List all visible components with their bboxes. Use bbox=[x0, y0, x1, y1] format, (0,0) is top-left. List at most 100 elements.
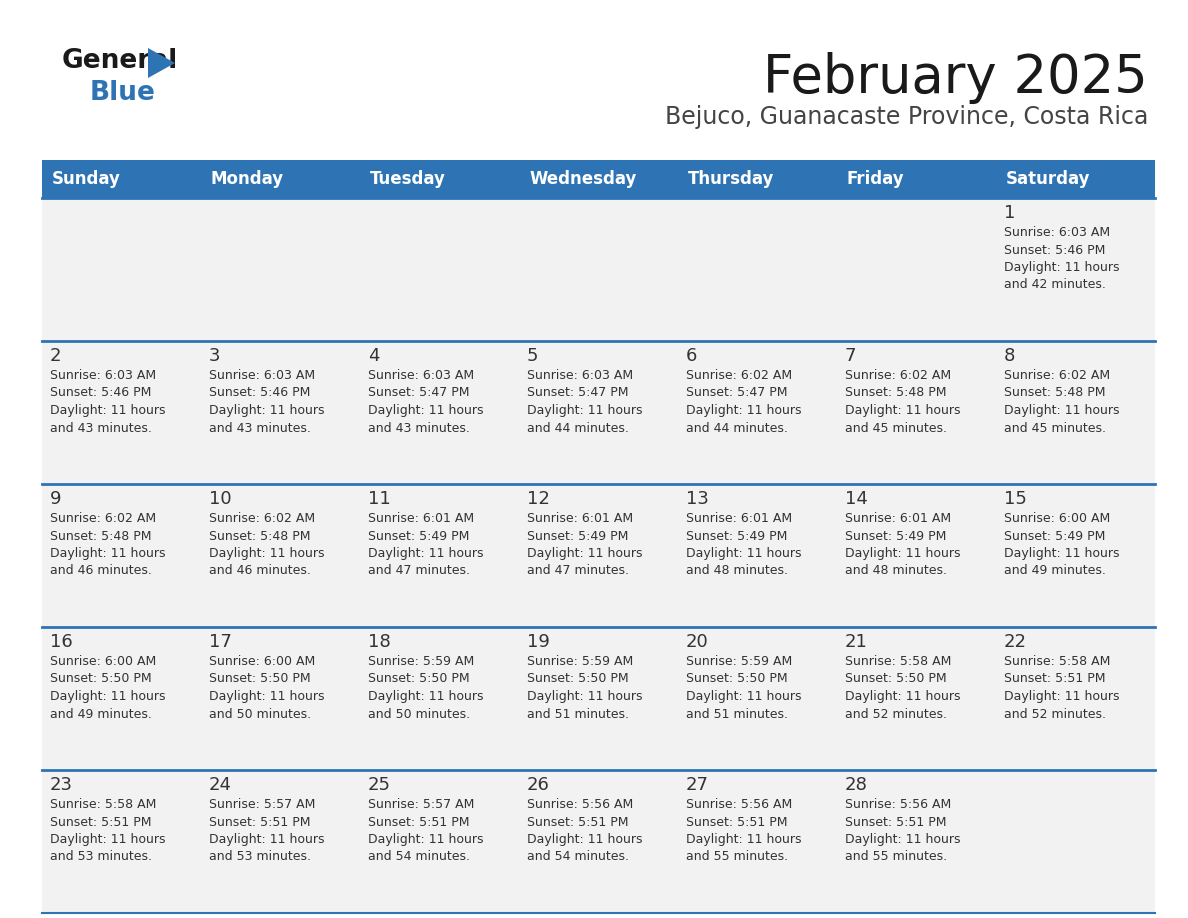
Text: 26: 26 bbox=[527, 776, 550, 794]
Text: Monday: Monday bbox=[211, 170, 284, 188]
Text: Friday: Friday bbox=[847, 170, 904, 188]
Text: Sunset: 5:49 PM: Sunset: 5:49 PM bbox=[685, 530, 788, 543]
Text: 3: 3 bbox=[209, 347, 221, 365]
Text: 18: 18 bbox=[368, 633, 391, 651]
Text: Daylight: 11 hours: Daylight: 11 hours bbox=[368, 547, 484, 560]
Text: Daylight: 11 hours: Daylight: 11 hours bbox=[50, 547, 165, 560]
Text: 19: 19 bbox=[527, 633, 550, 651]
Text: Sunset: 5:50 PM: Sunset: 5:50 PM bbox=[845, 673, 947, 686]
Text: 12: 12 bbox=[527, 490, 550, 508]
Text: Daylight: 11 hours: Daylight: 11 hours bbox=[209, 404, 324, 417]
Text: Daylight: 11 hours: Daylight: 11 hours bbox=[209, 833, 324, 846]
Text: 9: 9 bbox=[50, 490, 62, 508]
Text: 15: 15 bbox=[1004, 490, 1026, 508]
Text: 13: 13 bbox=[685, 490, 709, 508]
Text: Sunrise: 6:01 AM: Sunrise: 6:01 AM bbox=[845, 512, 952, 525]
Text: Sunset: 5:47 PM: Sunset: 5:47 PM bbox=[527, 386, 628, 399]
Text: and 55 minutes.: and 55 minutes. bbox=[685, 850, 788, 864]
Text: Sunrise: 5:58 AM: Sunrise: 5:58 AM bbox=[1004, 655, 1111, 668]
Text: Sunrise: 6:02 AM: Sunrise: 6:02 AM bbox=[845, 369, 952, 382]
Text: Wednesday: Wednesday bbox=[529, 170, 637, 188]
Polygon shape bbox=[148, 48, 175, 78]
Text: Sunset: 5:47 PM: Sunset: 5:47 PM bbox=[368, 386, 469, 399]
Text: February 2025: February 2025 bbox=[763, 52, 1148, 104]
Text: Sunrise: 6:00 AM: Sunrise: 6:00 AM bbox=[50, 655, 157, 668]
Text: Sunset: 5:51 PM: Sunset: 5:51 PM bbox=[845, 815, 947, 829]
Text: 28: 28 bbox=[845, 776, 868, 794]
Text: Sunset: 5:51 PM: Sunset: 5:51 PM bbox=[527, 815, 628, 829]
Text: Sunset: 5:51 PM: Sunset: 5:51 PM bbox=[209, 815, 310, 829]
Text: Daylight: 11 hours: Daylight: 11 hours bbox=[50, 404, 165, 417]
Text: Daylight: 11 hours: Daylight: 11 hours bbox=[1004, 404, 1119, 417]
Text: Sunrise: 6:03 AM: Sunrise: 6:03 AM bbox=[50, 369, 156, 382]
Text: and 48 minutes.: and 48 minutes. bbox=[845, 565, 947, 577]
Text: 7: 7 bbox=[845, 347, 857, 365]
Text: Daylight: 11 hours: Daylight: 11 hours bbox=[685, 404, 802, 417]
Text: Sunrise: 6:01 AM: Sunrise: 6:01 AM bbox=[685, 512, 792, 525]
Text: Sunrise: 6:03 AM: Sunrise: 6:03 AM bbox=[527, 369, 633, 382]
Text: Daylight: 11 hours: Daylight: 11 hours bbox=[527, 833, 643, 846]
Text: and 51 minutes.: and 51 minutes. bbox=[527, 708, 628, 721]
Text: 1: 1 bbox=[1004, 204, 1016, 222]
Bar bbox=[42, 341, 1155, 484]
Text: Sunset: 5:48 PM: Sunset: 5:48 PM bbox=[845, 386, 947, 399]
Text: Daylight: 11 hours: Daylight: 11 hours bbox=[845, 547, 961, 560]
Text: and 47 minutes.: and 47 minutes. bbox=[527, 565, 628, 577]
Text: and 45 minutes.: and 45 minutes. bbox=[1004, 421, 1106, 434]
Text: 14: 14 bbox=[845, 490, 868, 508]
Text: and 47 minutes.: and 47 minutes. bbox=[368, 565, 470, 577]
Text: 23: 23 bbox=[50, 776, 72, 794]
Text: Sunset: 5:49 PM: Sunset: 5:49 PM bbox=[1004, 530, 1105, 543]
Text: Daylight: 11 hours: Daylight: 11 hours bbox=[845, 833, 961, 846]
Text: and 51 minutes.: and 51 minutes. bbox=[685, 708, 788, 721]
Text: Sunset: 5:49 PM: Sunset: 5:49 PM bbox=[527, 530, 628, 543]
Text: Daylight: 11 hours: Daylight: 11 hours bbox=[209, 690, 324, 703]
Text: 20: 20 bbox=[685, 633, 709, 651]
Text: Sunrise: 5:56 AM: Sunrise: 5:56 AM bbox=[845, 798, 952, 811]
Text: Sunrise: 6:02 AM: Sunrise: 6:02 AM bbox=[1004, 369, 1110, 382]
Text: Daylight: 11 hours: Daylight: 11 hours bbox=[845, 690, 961, 703]
Text: 8: 8 bbox=[1004, 347, 1016, 365]
Text: Sunset: 5:46 PM: Sunset: 5:46 PM bbox=[50, 386, 151, 399]
Text: Sunrise: 6:03 AM: Sunrise: 6:03 AM bbox=[1004, 226, 1110, 239]
Text: and 42 minutes.: and 42 minutes. bbox=[1004, 278, 1106, 292]
Text: Sunset: 5:46 PM: Sunset: 5:46 PM bbox=[1004, 243, 1105, 256]
Text: Sunrise: 6:00 AM: Sunrise: 6:00 AM bbox=[1004, 512, 1111, 525]
Text: and 43 minutes.: and 43 minutes. bbox=[50, 421, 152, 434]
Text: and 44 minutes.: and 44 minutes. bbox=[685, 421, 788, 434]
Text: and 50 minutes.: and 50 minutes. bbox=[368, 708, 470, 721]
Text: 25: 25 bbox=[368, 776, 391, 794]
Text: 22: 22 bbox=[1004, 633, 1026, 651]
Text: and 43 minutes.: and 43 minutes. bbox=[368, 421, 470, 434]
Text: Sunrise: 6:01 AM: Sunrise: 6:01 AM bbox=[368, 512, 474, 525]
Text: and 46 minutes.: and 46 minutes. bbox=[50, 565, 152, 577]
Text: 27: 27 bbox=[685, 776, 709, 794]
Text: Sunset: 5:47 PM: Sunset: 5:47 PM bbox=[685, 386, 788, 399]
Text: 4: 4 bbox=[368, 347, 379, 365]
Text: Daylight: 11 hours: Daylight: 11 hours bbox=[1004, 261, 1119, 274]
Text: Sunrise: 6:03 AM: Sunrise: 6:03 AM bbox=[209, 369, 315, 382]
Text: Daylight: 11 hours: Daylight: 11 hours bbox=[1004, 547, 1119, 560]
Text: Daylight: 11 hours: Daylight: 11 hours bbox=[1004, 690, 1119, 703]
Text: Sunrise: 6:01 AM: Sunrise: 6:01 AM bbox=[527, 512, 633, 525]
Text: Daylight: 11 hours: Daylight: 11 hours bbox=[368, 404, 484, 417]
Bar bbox=[42, 198, 1155, 341]
Text: Sunrise: 5:58 AM: Sunrise: 5:58 AM bbox=[50, 798, 157, 811]
Text: Tuesday: Tuesday bbox=[369, 170, 446, 188]
Text: Daylight: 11 hours: Daylight: 11 hours bbox=[845, 404, 961, 417]
Text: Sunrise: 5:59 AM: Sunrise: 5:59 AM bbox=[685, 655, 792, 668]
Text: Sunset: 5:51 PM: Sunset: 5:51 PM bbox=[50, 815, 152, 829]
Text: Sunset: 5:50 PM: Sunset: 5:50 PM bbox=[368, 673, 469, 686]
Text: 6: 6 bbox=[685, 347, 697, 365]
Text: and 53 minutes.: and 53 minutes. bbox=[209, 850, 311, 864]
Text: Sunrise: 5:56 AM: Sunrise: 5:56 AM bbox=[527, 798, 633, 811]
Text: 10: 10 bbox=[209, 490, 232, 508]
Text: Sunrise: 6:02 AM: Sunrise: 6:02 AM bbox=[209, 512, 315, 525]
Text: Sunrise: 5:57 AM: Sunrise: 5:57 AM bbox=[368, 798, 474, 811]
Text: Daylight: 11 hours: Daylight: 11 hours bbox=[368, 833, 484, 846]
Text: Sunset: 5:48 PM: Sunset: 5:48 PM bbox=[50, 530, 152, 543]
Text: 5: 5 bbox=[527, 347, 538, 365]
Text: 11: 11 bbox=[368, 490, 391, 508]
Text: and 54 minutes.: and 54 minutes. bbox=[368, 850, 470, 864]
Text: Sunset: 5:49 PM: Sunset: 5:49 PM bbox=[368, 530, 469, 543]
